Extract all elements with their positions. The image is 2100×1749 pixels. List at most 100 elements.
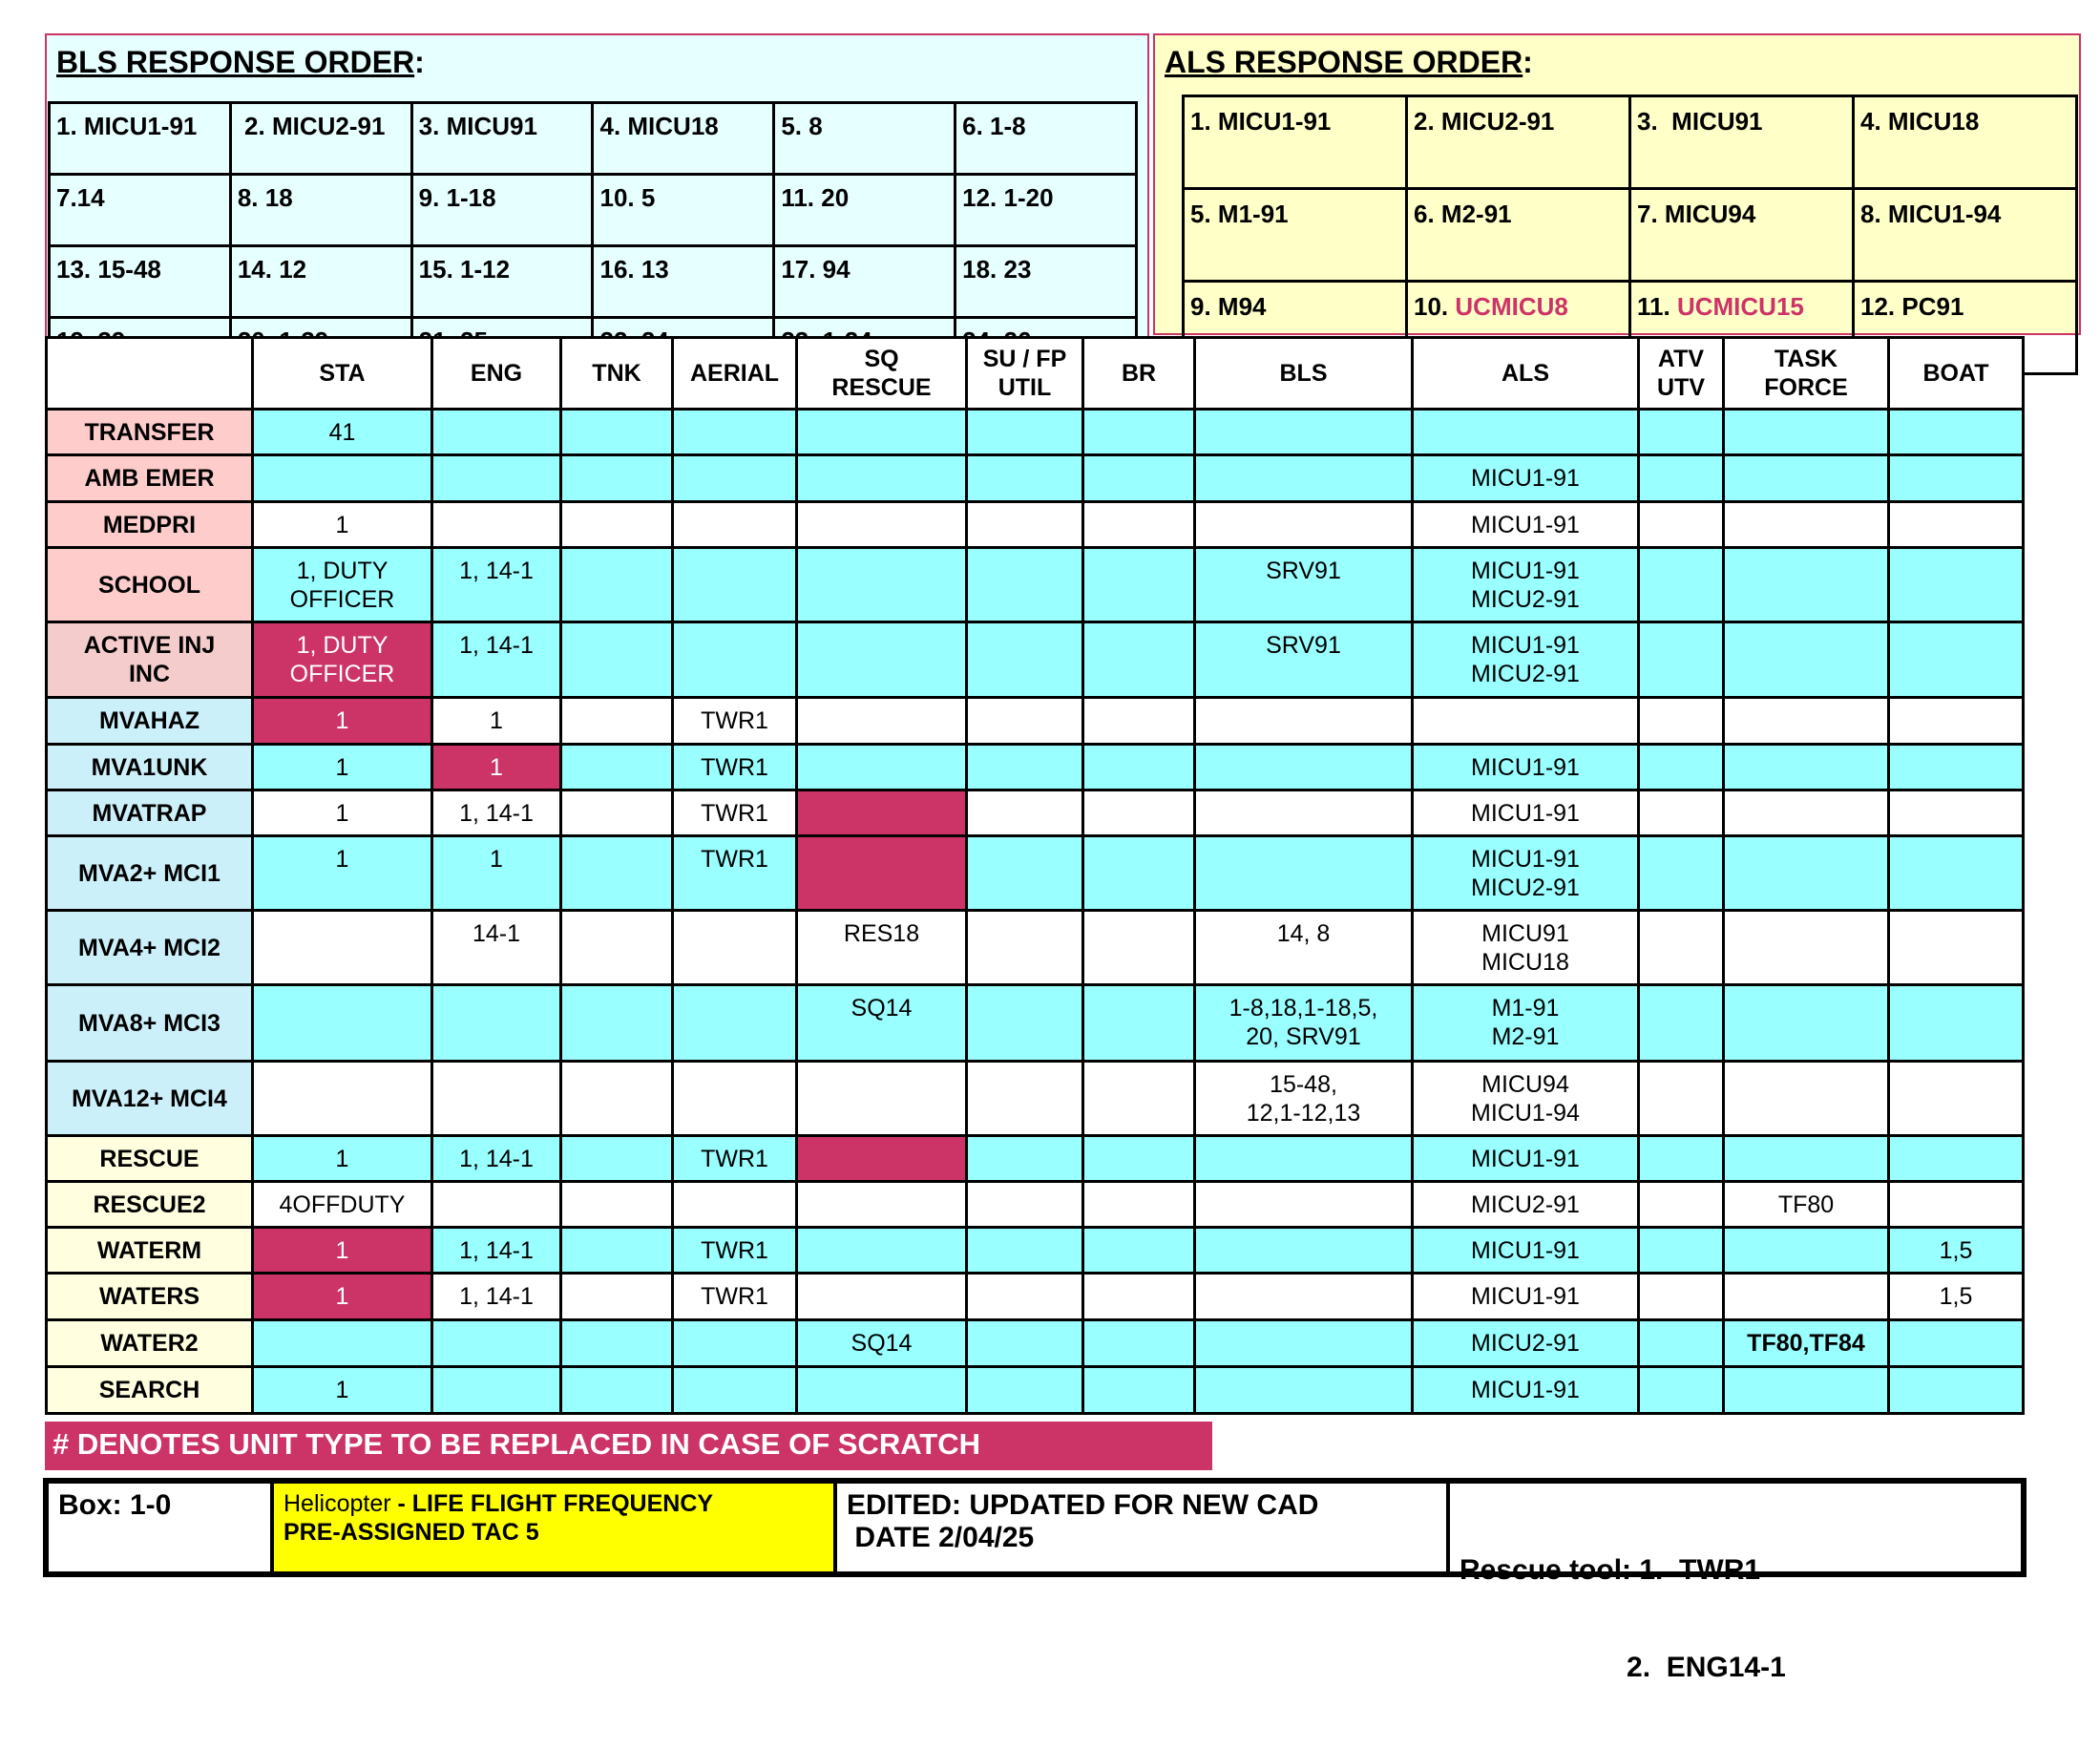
als-order-number: 6. [1414, 200, 1435, 228]
table-cell [1193, 789, 1414, 837]
table-cell [430, 1365, 562, 1415]
table-cell [1887, 1365, 2025, 1415]
table-cell: MICU1-91 [1411, 500, 1640, 549]
table-cell: MICU1-91 [1411, 1226, 1640, 1275]
table-cell [1193, 1226, 1414, 1275]
bls-order-item: 11. 20 [772, 173, 957, 247]
table-cell [965, 546, 1084, 623]
table-cell [671, 1318, 798, 1368]
table-cell [671, 909, 798, 986]
row-label: MVA12+ MCI4 [45, 1060, 254, 1137]
table-cell [1722, 453, 1890, 503]
row-label: RESCUE [45, 1134, 254, 1183]
row-label: SCHOOL [45, 546, 254, 623]
table-cell-scratch [795, 834, 968, 912]
bls-order-item: 13. 15-48 [48, 244, 232, 319]
table-cell [430, 983, 562, 1063]
row-label: MVAHAZ [45, 696, 254, 746]
bls-order-item: 16. 13 [591, 244, 776, 319]
table-cell [559, 909, 674, 986]
table-cell: MICU1-91 MICU2-91 [1411, 621, 1640, 699]
als-order-row: 1. MICU1-91 2. MICU2-91 3. MICU91 4. MICU18 [1182, 95, 2078, 190]
table-cell [559, 1365, 674, 1415]
column-header: ALS [1411, 336, 1640, 411]
table-cell: 1, 14-1 [430, 1272, 562, 1321]
table-cell [559, 546, 674, 623]
table-row: MVAHAZ 1 1 TWR1 [45, 696, 2025, 746]
table-cell [1082, 1365, 1196, 1415]
table-cell [1637, 1180, 1725, 1229]
table-cell [559, 1226, 674, 1275]
row-label: MEDPRI [45, 500, 254, 549]
table-cell [795, 500, 968, 549]
table-cell [671, 500, 798, 549]
als-order-unit: MICU1-94 [1887, 200, 2002, 228]
table-cell: MICU1-91 [1411, 1365, 1640, 1415]
als-order-unit: MICU94 [1664, 200, 1756, 228]
edited-note: EDITED: UPDATED FOR NEW CAD DATE 2/04/25 [837, 1484, 1450, 1571]
table-cell: 1 [251, 834, 433, 912]
table-cell [1193, 1272, 1414, 1321]
table-cell: MICU1-91 MICU2-91 [1411, 546, 1640, 623]
helicopter-tac: PRE-ASSIGNED TAC 5 [284, 1519, 539, 1546]
table-cell [1082, 453, 1196, 503]
table-cell [430, 453, 562, 503]
header-corner [45, 336, 254, 411]
table-cell [559, 743, 674, 791]
als-order-unit: M1-91 [1217, 200, 1289, 228]
table-cell [965, 1318, 1084, 1368]
table-cell [671, 983, 798, 1063]
table-cell [965, 1060, 1084, 1137]
column-header: ENG [430, 336, 562, 411]
table-cell: 1, 14-1 [430, 1226, 562, 1275]
table-cell: MICU2-91 [1411, 1318, 1640, 1368]
als-order-number: 10. [1414, 292, 1449, 321]
bls-order-item: 17. 94 [772, 244, 957, 319]
table-cell: 1 [430, 696, 562, 746]
bls-order-item: 15. 1-12 [410, 244, 595, 319]
table-cell: RES18 [795, 909, 968, 986]
column-header: SQ RESCUE [795, 336, 968, 411]
table-cell [1637, 453, 1725, 503]
table-cell [1193, 1365, 1414, 1415]
table-cell: MICU1-91 MICU2-91 [1411, 834, 1640, 912]
table-cell: MICU1-91 [1411, 1134, 1640, 1183]
column-header: ATV UTV [1637, 336, 1725, 411]
column-header: BLS [1193, 336, 1414, 411]
table-cell [1637, 1365, 1725, 1415]
table-cell [1193, 834, 1414, 912]
als-order-unit: PC91 [1901, 292, 1964, 321]
table-cell [1887, 453, 2025, 503]
bls-response-order-title: BLS RESPONSE ORDER: [56, 45, 425, 79]
table-cell [1637, 1318, 1725, 1368]
row-label: WATERS [45, 1272, 254, 1321]
table-cell [1722, 500, 1890, 549]
table-cell: 14, 8 [1193, 909, 1414, 986]
table-cell: MICU2-91 [1411, 1180, 1640, 1229]
table-cell: M1-91 M2-91 [1411, 983, 1640, 1063]
table-cell [1722, 696, 1890, 746]
table-cell [1193, 743, 1414, 791]
als-order-unit: MICU91 [1671, 107, 1763, 136]
bls-order-row: 13. 15-48 14. 12 15. 1-12 16. 13 17. 94 18. 2… [48, 244, 1138, 319]
bls-order-item: 1. MICU1-91 [48, 101, 232, 176]
als-order-number: 11. [1637, 292, 1670, 321]
table-cell [1637, 621, 1725, 699]
table-cell: 1,5 [1887, 1226, 2025, 1275]
table-row: RESCUE 1 1, 14-1 TWR1 MICU1-91 [45, 1134, 2025, 1183]
table-cell [1193, 408, 1414, 456]
table-cell: TF80,TF84 [1722, 1318, 1890, 1368]
table-cell [430, 1060, 562, 1137]
table-row: MVA4+ MCI2 14-1 RES18 14, 8 MICU91 MICU18 [45, 909, 2025, 986]
bls-order-item: 10. 5 [591, 173, 776, 247]
table-cell [965, 983, 1084, 1063]
column-header: TNK [559, 336, 674, 411]
table-cell [430, 1180, 562, 1229]
als-response-order-panel: ALS RESPONSE ORDER: 1. MICU1-91 2. MICU2-… [1153, 33, 2081, 375]
table-cell [1082, 834, 1196, 912]
table-cell: TWR1 [671, 743, 798, 791]
table-cell: 15-48, 12,1-12,13 [1193, 1060, 1414, 1137]
table-cell [1082, 1134, 1196, 1183]
table-row: SCHOOL 1, DUTY OFFICER 1, 14-1 SRV91 MICU1-9… [45, 546, 2025, 623]
table-cell: 14-1 [430, 909, 562, 986]
